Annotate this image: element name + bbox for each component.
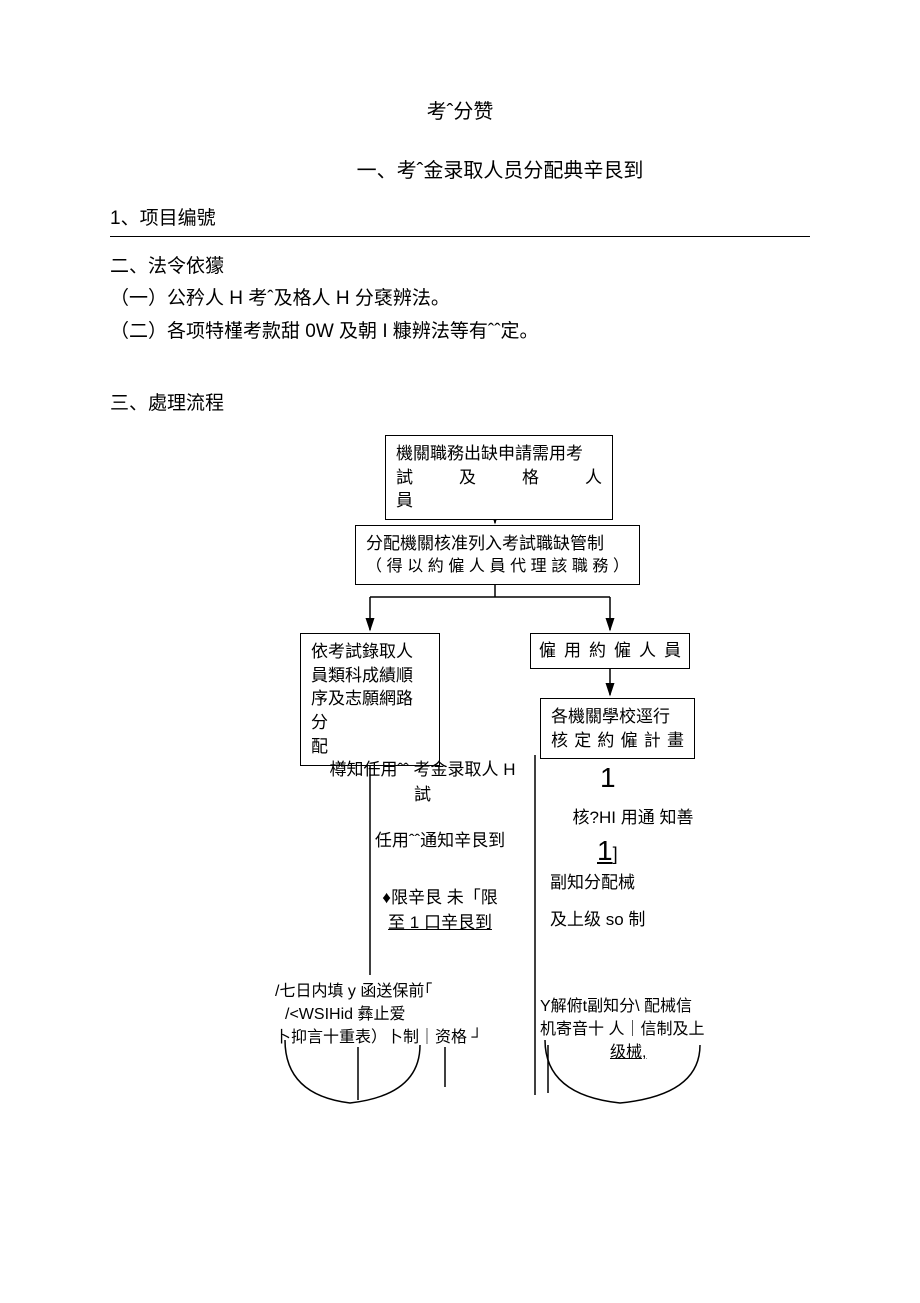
flow-box-3-line-2: 員類科成績順 bbox=[311, 664, 429, 688]
item-1: 1、项目编號 bbox=[110, 203, 810, 230]
title-main: 考ˆ分赞 bbox=[110, 95, 810, 124]
flow-digit-1b: 1] bbox=[597, 830, 618, 872]
flow-box-1: 機關職務出缺申請需用考 試 及 格 人 員 bbox=[385, 435, 613, 520]
flow-box-4: 僱 用 約 僱 人 員 bbox=[530, 633, 690, 669]
flow-digit-bracket: ] bbox=[613, 844, 618, 864]
flow-box-5: 各機關學校逕行 核 定 約 僱 計 畫 bbox=[540, 698, 695, 760]
flow-text-left-3b: 至 1 口辛艮到 bbox=[355, 910, 525, 936]
flow-box-5-line-1: 各機關學校逕行 bbox=[551, 705, 684, 729]
flow-box-3-line-3: 序及志願網路 bbox=[311, 687, 429, 711]
flow-box-1-line-1: 機關職務出缺申請需用考 bbox=[396, 442, 602, 466]
flow-bottom-right-3: 级械, bbox=[540, 1041, 750, 1064]
flow-bottom-left-1: /七日内填 y 函送保前｢ bbox=[275, 980, 525, 1003]
flow-box-2-line-2: （ 得 以 約 僱 人 員 代 理 該 職 務 ） bbox=[366, 556, 629, 578]
flow-box-3-line-1: 依考試錄取人 bbox=[311, 640, 429, 664]
flow-text-right-2b: 及上级 so 制 bbox=[550, 907, 700, 933]
flow-text-right-2: 副知分配械 及上级 so 制 bbox=[550, 870, 700, 933]
flowchart: 機關職務出缺申請需用考 試 及 格 人 員 分配機關核准列入考試職缺管制 （ 得… bbox=[190, 435, 890, 1135]
flow-text-left-1a: 樽知任用ˆˆ 考金录取人 H bbox=[310, 757, 535, 783]
section-3-heading: 三、處理流程 bbox=[110, 388, 810, 415]
flow-text-left-3a: ♦限辛艮 未「限 bbox=[355, 885, 525, 911]
section-2-heading: 二、法令依獴 bbox=[110, 251, 810, 283]
flow-text-left-3: ♦限辛艮 未「限 至 1 口辛艮到 bbox=[355, 885, 525, 936]
flow-box-3: 依考試錄取人 員類科成績順 序及志願網路 分 配 bbox=[300, 633, 440, 766]
flow-bottom-left-2: /<WSIHid 彝止爱 bbox=[275, 1003, 525, 1026]
flow-digit-1b-num: 1 bbox=[597, 835, 613, 866]
flow-text-left-1: 樽知任用ˆˆ 考金录取人 H 試 bbox=[310, 757, 535, 808]
flow-text-right-2a: 副知分配械 bbox=[550, 870, 700, 896]
divider bbox=[110, 236, 810, 237]
title-sub: 一、考ˆ金录取人员分配典辛艮到 bbox=[110, 154, 810, 183]
flow-box-5-line-2: 核 定 約 僱 計 畫 bbox=[551, 729, 684, 753]
section-2-line-1: （一）公矜人 H 考ˆ及格人 H 分褎辨法。 bbox=[110, 283, 810, 315]
flow-box-3-line-4: 分 配 bbox=[311, 711, 429, 759]
flow-digit-1a: 1 bbox=[600, 757, 616, 799]
flow-bottom-left-3: 卜抑言十重表）卜制｜资格 ┘ bbox=[275, 1026, 525, 1049]
flow-bottom-right: Y解俯t副知分\ 配械信 机寄音十 人｜信制及上 级械, bbox=[540, 995, 750, 1065]
section-2-line-2: （二）各项特槿考款甜 0W 及朝 I 糠辨法等有ˆˆ定。 bbox=[110, 316, 810, 348]
section-2: 二、法令依獴 （一）公矜人 H 考ˆ及格人 H 分褎辨法。 （二）各项特槿考款甜… bbox=[110, 251, 810, 348]
flow-box-2: 分配機關核准列入考試職缺管制 （ 得 以 約 僱 人 員 代 理 該 職 務 ） bbox=[355, 525, 640, 585]
flow-bottom-right-1: Y解俯t副知分\ 配械信 bbox=[540, 995, 750, 1018]
flow-bottom-left: /七日内填 y 函送保前｢ /<WSIHid 彝止爱 卜抑言十重表）卜制｜资格 … bbox=[275, 980, 525, 1050]
flow-bottom-right-2: 机寄音十 人｜信制及上 bbox=[540, 1018, 750, 1041]
flow-box-2-line-1: 分配機關核准列入考試職缺管制 bbox=[366, 532, 629, 556]
flow-text-left-2: 任用ˆˆ通知辛艮到 bbox=[350, 828, 530, 854]
flow-text-right-1: 核?HI 用通 知善 bbox=[548, 805, 718, 831]
flow-text-left-1b: 試 bbox=[310, 782, 535, 808]
flow-box-1-line-2: 試 及 格 人 員 bbox=[396, 466, 602, 514]
flow-box-4-text: 僱 用 約 僱 人 員 bbox=[539, 639, 681, 663]
